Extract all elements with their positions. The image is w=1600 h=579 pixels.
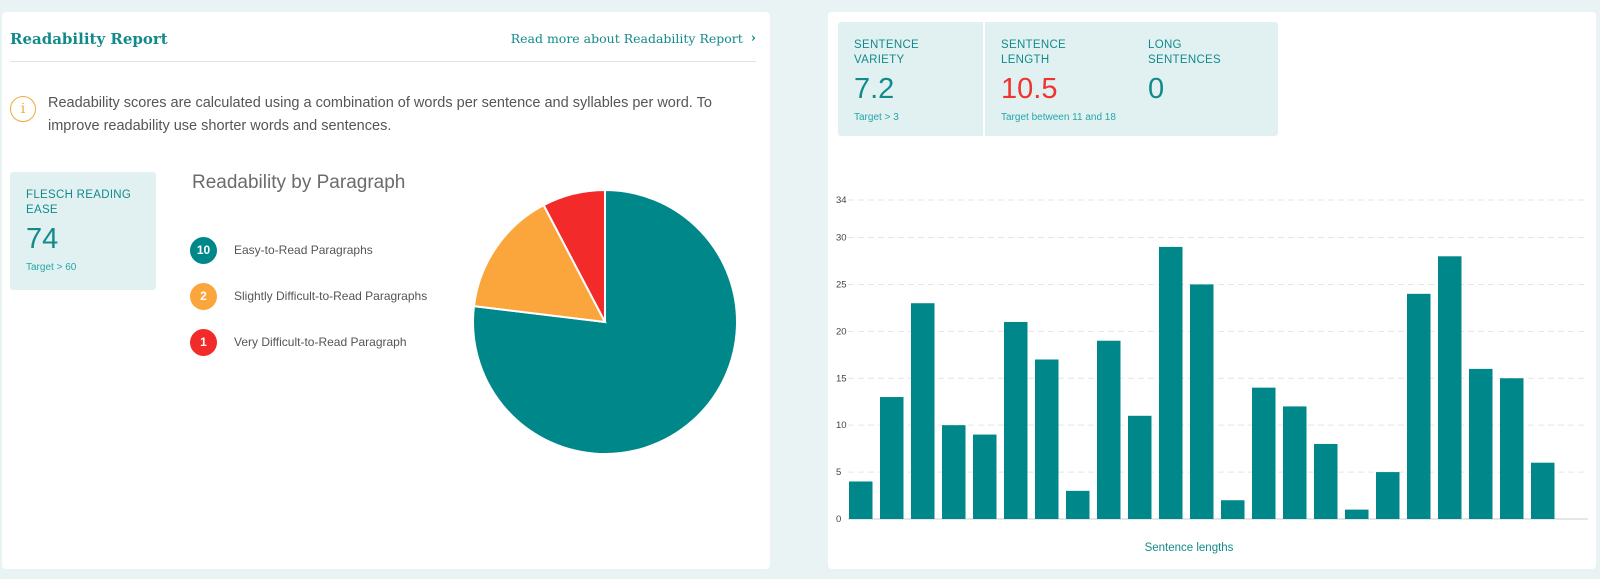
sentence-length-target: Target between 11 and 18: [1001, 112, 1116, 123]
legend-badge-very-difficult: 1: [190, 328, 217, 356]
bar[interactable]: [1438, 256, 1462, 519]
sentence-length-label: SENTENCE LENGTH: [1001, 39, 1067, 66]
y-tick-label: 0: [836, 514, 841, 525]
bar[interactable]: [1314, 443, 1338, 519]
report-title: Readability Report: [10, 30, 168, 48]
bar[interactable]: [1097, 340, 1121, 519]
legend-label-easy: Easy-to-Read Paragraphs: [234, 243, 373, 257]
y-tick-label: 15: [836, 373, 847, 384]
bar[interactable]: [1376, 472, 1400, 519]
read-more-link[interactable]: Read more about Readability Report ›: [511, 31, 756, 46]
bar[interactable]: [1221, 500, 1245, 519]
legend-badge-slightly-difficult: 2: [190, 282, 217, 310]
bar[interactable]: [1469, 368, 1493, 519]
sentence-length-card: SENTENCE LENGTH 10.5 Target between 11 a…: [985, 22, 1132, 136]
y-tick-label: 30: [836, 233, 847, 244]
chevron-right-icon: ›: [750, 31, 756, 46]
bar[interactable]: [973, 434, 997, 519]
sentence-length-value: 10.5: [1001, 73, 1058, 105]
bar[interactable]: [1159, 246, 1183, 519]
sentence-metrics-strip: SENTENCE VARIETY 7.2 Target > 3 SENTENCE…: [838, 22, 1278, 136]
long-sentences-value: 0: [1148, 73, 1165, 105]
y-tick-label: 20: [836, 326, 847, 337]
long-sentences-label: LONG SENTENCES: [1148, 39, 1221, 66]
flesch-reading-ease-card: FLESCH READING EASE 74 Target > 60: [10, 172, 156, 290]
info-icon: i: [10, 96, 36, 122]
pie-slice-very-difficult[interactable]: [542, 188, 606, 323]
readability-pie-chart: [472, 188, 738, 455]
info-note: i Readability scores are calculated usin…: [10, 92, 750, 138]
bar[interactable]: [911, 303, 935, 519]
legend-label-very-difficult: Very Difficult-to-Read Paragraph: [234, 335, 407, 349]
bar[interactable]: [1500, 378, 1524, 519]
pie-legend: 10 Easy-to-Read Paragraphs 2 Slightly Di…: [190, 236, 427, 374]
flesch-label: FLESCH READING EASE: [26, 189, 132, 216]
sentence-variety-target: Target > 3: [854, 112, 899, 123]
y-tick-label: 10: [836, 420, 847, 431]
info-text: Readability scores are calculated using …: [48, 95, 712, 134]
bar[interactable]: [1531, 462, 1555, 519]
legend-label-slightly-difficult: Slightly Difficult-to-Read Paragraphs: [234, 289, 428, 303]
flesch-value: 74: [26, 223, 59, 255]
sentence-length-bar-chart: 0 5 10 15 20 25 30 34 Sentence lengths: [836, 195, 1588, 554]
x-axis-label: Sentence lengths: [1145, 542, 1234, 554]
legend-item-very-difficult: 1 Very Difficult-to-Read Paragraph: [190, 328, 427, 356]
bar[interactable]: [1035, 359, 1059, 520]
sentence-variety-label: SENTENCE VARIETY: [854, 39, 920, 66]
y-tick-label: 34: [836, 195, 847, 206]
legend-item-easy: 10 Easy-to-Read Paragraphs: [190, 236, 427, 264]
bar[interactable]: [1004, 321, 1028, 519]
sentence-analysis-panel: SENTENCE VARIETY 7.2 Target > 3 SENTENCE…: [828, 12, 1596, 569]
bar[interactable]: [1190, 284, 1214, 519]
pie-title: Readability by Paragraph: [192, 172, 406, 193]
bar[interactable]: [1066, 490, 1090, 519]
readability-report-panel: Readability Report Read more about Reada…: [2, 12, 770, 569]
bar[interactable]: [880, 397, 904, 519]
header-divider: [10, 61, 756, 62]
y-tick-label: 25: [836, 279, 847, 290]
read-more-label: Read more about Readability Report: [510, 31, 743, 46]
bar[interactable]: [942, 425, 966, 519]
bar[interactable]: [1283, 406, 1307, 519]
y-tick-label: 5: [836, 467, 841, 478]
bar[interactable]: [1407, 293, 1431, 519]
legend-item-slightly-difficult: 2 Slightly Difficult-to-Read Paragraphs: [190, 282, 427, 310]
sentence-variety-value: 7.2: [854, 73, 895, 105]
pie-slice-slightly-difficult[interactable]: [472, 203, 607, 324]
flesch-target: Target > 60: [26, 262, 77, 273]
bar[interactable]: [1128, 415, 1152, 519]
bar[interactable]: [1345, 509, 1369, 519]
legend-badge-easy: 10: [190, 236, 217, 264]
long-sentences-card: LONG SENTENCES 0: [1132, 22, 1272, 136]
bar[interactable]: [849, 481, 873, 519]
sentence-variety-card: SENTENCE VARIETY 7.2 Target > 3: [838, 22, 985, 136]
bar[interactable]: [1252, 387, 1276, 519]
